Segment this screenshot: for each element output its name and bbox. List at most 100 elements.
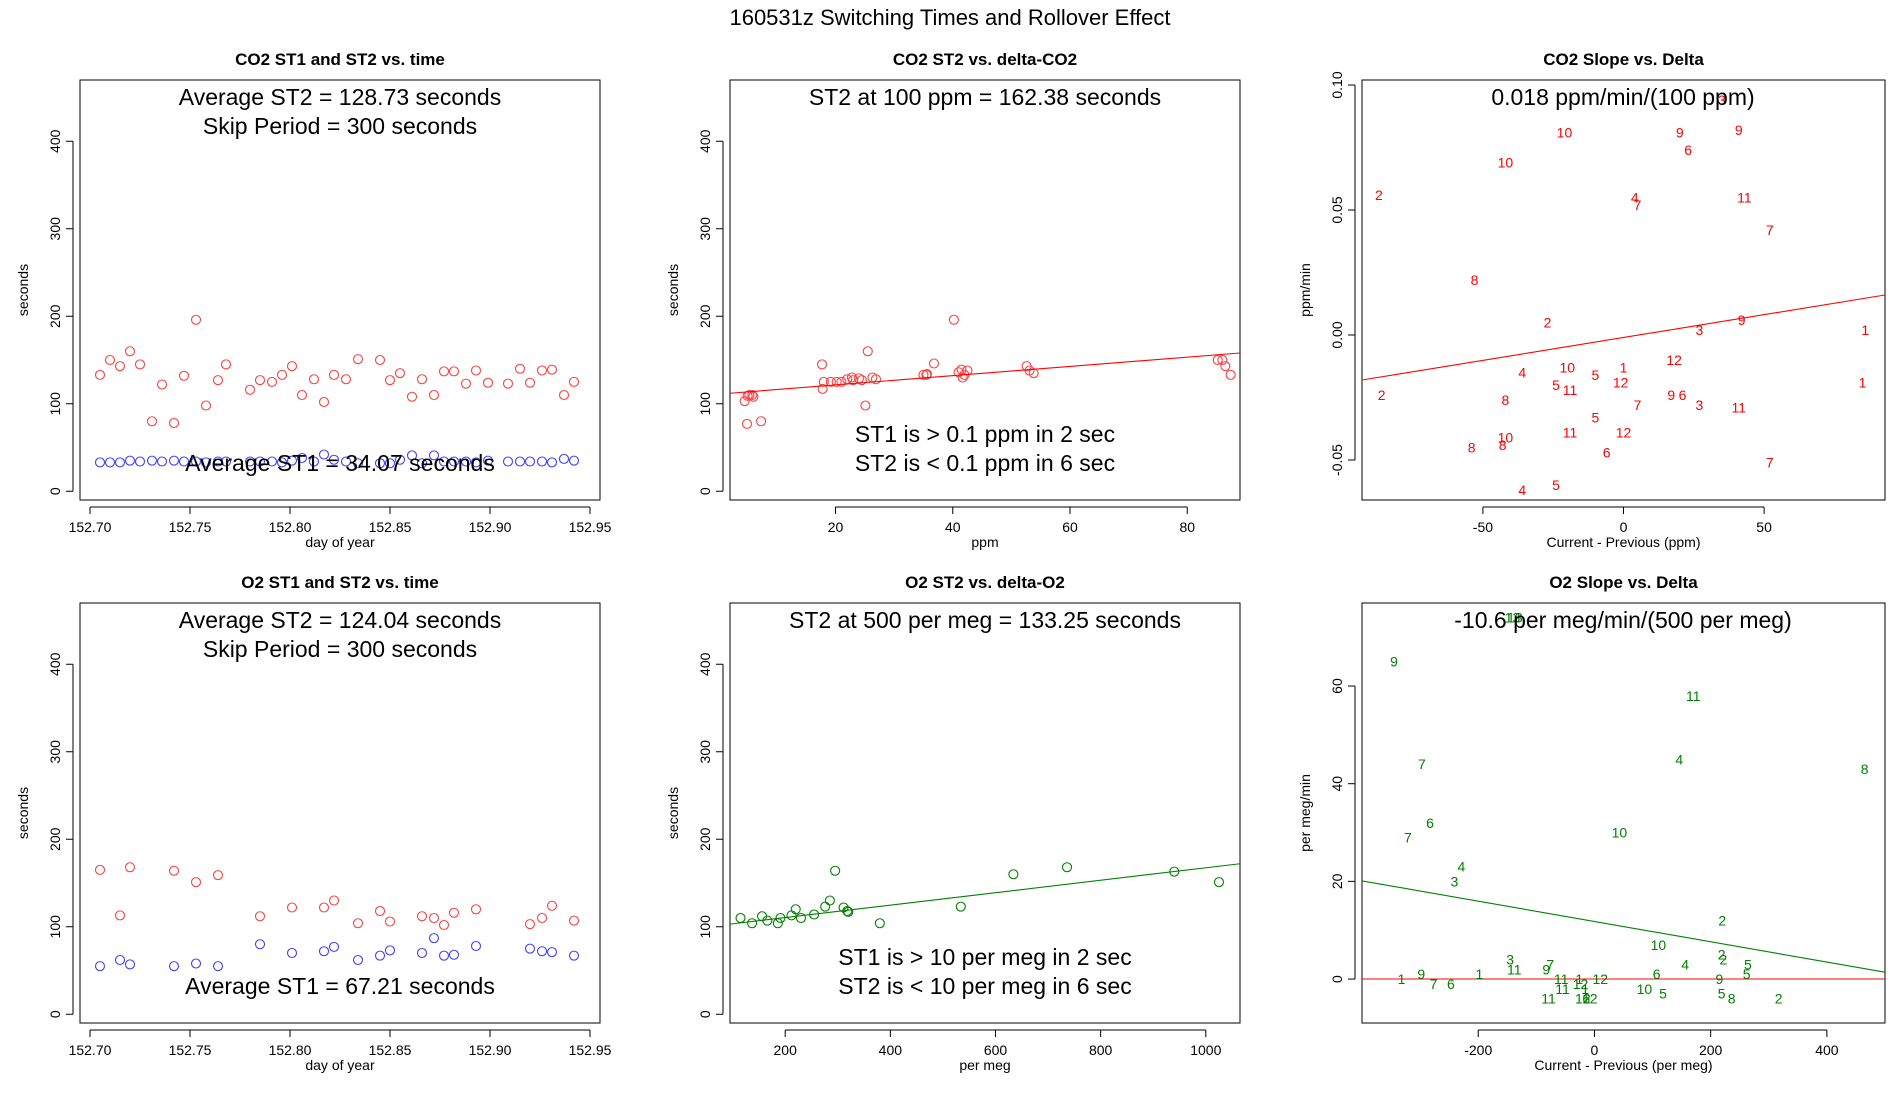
data-point-label: 5 bbox=[1659, 986, 1667, 1002]
data-point-label: 9 bbox=[1390, 654, 1398, 670]
x-tick-label: 152.75 bbox=[169, 519, 212, 535]
data-point bbox=[178, 456, 190, 467]
data-point-label: 10 bbox=[1498, 430, 1514, 446]
x-tick-label: 0 bbox=[1620, 519, 1628, 535]
data-point-label: 2 bbox=[1375, 187, 1383, 203]
data-point bbox=[460, 456, 472, 467]
data-point-label: 1 bbox=[1575, 971, 1583, 987]
x-axis-label: Current - Previous (per meg) bbox=[1534, 1057, 1712, 1073]
data-point-label: 12 bbox=[1666, 352, 1682, 368]
data-point-label: 1 bbox=[1620, 360, 1628, 376]
data-point-label: 3 bbox=[1696, 397, 1704, 413]
annotation: ST2 at 500 per meg = 133.25 seconds bbox=[789, 607, 1181, 633]
data-point bbox=[94, 369, 106, 380]
data-point bbox=[956, 364, 967, 375]
x-axis-label: ppm bbox=[971, 534, 998, 550]
data-point bbox=[524, 919, 536, 930]
data-point-label: 4 bbox=[1675, 751, 1683, 767]
data-point bbox=[318, 449, 330, 460]
data-point bbox=[536, 456, 548, 467]
data-point bbox=[1225, 369, 1236, 380]
annotation: ST2 is < 0.1 ppm in 6 sec bbox=[855, 450, 1115, 476]
data-point bbox=[546, 364, 558, 375]
data-point-label: 5 bbox=[1552, 377, 1560, 393]
data-point bbox=[384, 458, 396, 469]
data-point bbox=[156, 379, 168, 390]
y-tick-label: 300 bbox=[697, 740, 713, 764]
data-point-label: 12 bbox=[1613, 375, 1629, 391]
data-point-label: 11 bbox=[1555, 981, 1570, 997]
data-point bbox=[568, 915, 580, 926]
data-point bbox=[470, 457, 482, 468]
data-point bbox=[856, 375, 867, 386]
data-point bbox=[212, 456, 224, 467]
data-point bbox=[146, 455, 158, 466]
data-point bbox=[428, 450, 440, 461]
data-point bbox=[514, 456, 526, 467]
data-point bbox=[340, 374, 352, 385]
data-point bbox=[254, 911, 266, 922]
data-point-label: 5 bbox=[1552, 477, 1560, 493]
data-point bbox=[286, 455, 298, 466]
data-point bbox=[817, 383, 828, 394]
data-point bbox=[318, 396, 330, 408]
data-point bbox=[524, 377, 536, 388]
plot-frame bbox=[729, 602, 1241, 1024]
panel-title: O2 Slope vs. Delta bbox=[1549, 573, 1698, 592]
data-point-label: 1 bbox=[1581, 981, 1589, 997]
y-tick-label: 0.10 bbox=[1329, 71, 1345, 98]
plot-frame bbox=[729, 79, 1241, 501]
data-point bbox=[546, 947, 558, 958]
data-point bbox=[1061, 862, 1073, 873]
data-point-label: 2 bbox=[1378, 387, 1386, 403]
panel-title: CO2 ST1 and ST2 vs. time bbox=[235, 50, 445, 69]
data-point bbox=[1213, 877, 1225, 888]
data-point bbox=[546, 900, 558, 911]
data-point bbox=[846, 372, 857, 383]
data-point bbox=[739, 396, 750, 407]
data-point bbox=[448, 366, 460, 377]
data-point bbox=[168, 961, 180, 972]
data-point bbox=[374, 458, 386, 469]
data-point-label: 2 bbox=[1720, 952, 1728, 968]
data-point-label: 8 bbox=[1471, 272, 1479, 288]
data-point-label: 3 bbox=[1718, 92, 1726, 108]
panel-title: CO2 Slope vs. Delta bbox=[1543, 50, 1704, 69]
x-tick-label: 200 bbox=[774, 1042, 798, 1058]
data-point bbox=[546, 457, 558, 468]
data-point bbox=[558, 453, 570, 464]
data-point-label: 4 bbox=[1518, 365, 1526, 381]
y-tick-label: 0 bbox=[697, 1010, 713, 1018]
data-point-label: 7 bbox=[1430, 976, 1438, 992]
fit-line bbox=[1362, 294, 1885, 381]
data-point bbox=[790, 904, 801, 915]
data-point bbox=[741, 418, 753, 429]
data-point-label: 7 bbox=[1634, 197, 1642, 213]
y-tick-label: 400 bbox=[697, 652, 713, 676]
data-point bbox=[352, 918, 364, 929]
fit-line bbox=[730, 352, 1240, 394]
data-point bbox=[374, 354, 386, 366]
panel-o2-time: O2 ST1 and ST2 vs. time 152.70 152.75 152.8… bbox=[15, 573, 612, 1073]
y-tick-label: 100 bbox=[697, 392, 713, 416]
data-point-label: 11 bbox=[1732, 400, 1747, 416]
data-point-label: 8 bbox=[1728, 991, 1736, 1007]
plot-area bbox=[94, 314, 580, 469]
data-point bbox=[220, 359, 232, 370]
data-point bbox=[874, 918, 885, 929]
y-axis-label: seconds bbox=[665, 787, 681, 839]
panel-o2-slope: O2 Slope vs. Delta -200 0 200 400 0 20 40 60 Curr… bbox=[1297, 573, 1886, 1073]
data-point bbox=[406, 391, 418, 402]
data-point bbox=[124, 455, 136, 466]
x-tick-label: 152.90 bbox=[469, 519, 512, 535]
data-point bbox=[212, 961, 224, 972]
y-tick-label: 0 bbox=[47, 1010, 63, 1018]
data-point bbox=[328, 941, 340, 952]
data-point bbox=[124, 862, 136, 873]
data-point bbox=[190, 958, 202, 969]
data-point-label: 9 bbox=[1417, 966, 1425, 982]
data-point-label: 3 bbox=[1450, 873, 1458, 889]
data-point bbox=[168, 455, 180, 466]
data-point bbox=[384, 375, 396, 386]
